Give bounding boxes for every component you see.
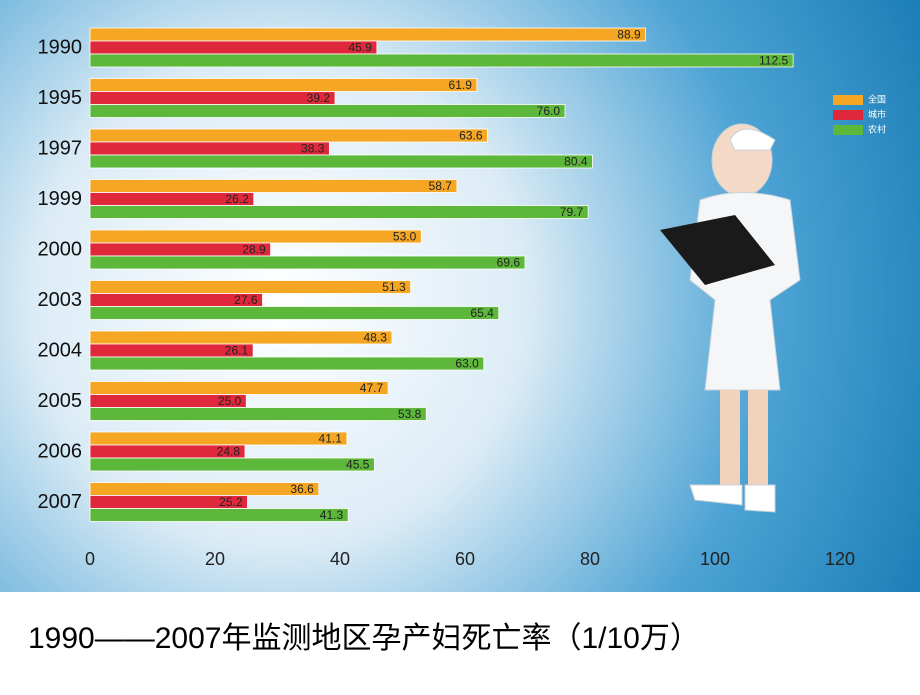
y-tick-label: 2004 (38, 340, 83, 362)
y-tick-label: 1990 (38, 37, 83, 59)
value-label: 63.6 (459, 129, 483, 143)
value-label: 76.0 (537, 104, 561, 118)
chart-title: 1990——2007年监测地区孕产妇死亡率（1/10万） (28, 622, 700, 655)
bar (89, 508, 349, 522)
bar (89, 457, 375, 472)
x-tick-label: 120 (825, 549, 855, 569)
y-tick-label: 2006 (38, 441, 83, 463)
value-label: 38.3 (301, 142, 325, 156)
value-label: 63.0 (455, 357, 479, 371)
bar (89, 27, 647, 42)
x-tick-label: 40 (330, 549, 350, 569)
value-label: 112.5 (759, 54, 788, 68)
value-label: 58.7 (429, 179, 453, 193)
bar (89, 104, 566, 118)
y-tick-label: 2003 (38, 289, 83, 311)
y-tick-label: 1999 (38, 188, 83, 210)
bar (89, 40, 378, 55)
bar (89, 179, 458, 193)
bar (89, 141, 330, 156)
value-label: 25.2 (219, 495, 243, 509)
bar (89, 431, 348, 446)
value-label: 41.1 (319, 432, 343, 446)
bar (89, 330, 393, 345)
value-label: 36.6 (290, 482, 314, 496)
value-label: 47.7 (360, 381, 384, 395)
value-label: 88.9 (617, 28, 641, 42)
y-tick-label: 2007 (38, 491, 83, 513)
value-label: 24.8 (217, 445, 241, 459)
bar (89, 128, 488, 143)
bar (89, 53, 794, 68)
legend-label: 城市 (868, 108, 886, 119)
legend-label: 农村 (868, 123, 886, 134)
caption-band (0, 592, 920, 690)
bar (89, 78, 478, 92)
bar (89, 356, 485, 371)
bar (89, 91, 336, 105)
y-tick-label: 2005 (38, 390, 83, 412)
value-label: 48.3 (364, 331, 388, 345)
bar (89, 229, 422, 244)
bar (89, 482, 320, 496)
x-tick-label: 80 (580, 549, 600, 569)
value-label: 61.9 (449, 78, 473, 92)
bar (89, 255, 526, 270)
y-tick-label: 1995 (38, 87, 83, 109)
value-label: 45.9 (349, 41, 373, 55)
value-label: 80.4 (564, 155, 588, 169)
legend-swatch (833, 95, 863, 105)
value-label: 65.4 (470, 306, 494, 320)
value-label: 26.2 (225, 192, 249, 206)
value-label: 51.3 (382, 280, 406, 294)
legend-swatch (833, 125, 863, 135)
bar (89, 407, 427, 421)
bar (89, 154, 593, 169)
value-label: 53.8 (398, 407, 422, 421)
value-label: 79.7 (560, 205, 584, 219)
x-tick-label: 60 (455, 549, 475, 569)
bar (89, 280, 412, 294)
value-label: 27.6 (234, 293, 258, 307)
x-tick-label: 0 (85, 549, 95, 569)
value-label: 26.1 (225, 344, 249, 358)
value-label: 39.2 (307, 91, 331, 105)
value-label: 45.5 (346, 458, 370, 472)
nurse-illustration (660, 123, 801, 513)
legend-label: 全国 (868, 93, 886, 104)
value-label: 53.0 (393, 230, 417, 244)
bar (89, 205, 589, 219)
legend-swatch (833, 110, 863, 120)
y-tick-label: 1997 (38, 138, 83, 160)
bar (89, 381, 389, 395)
bar (89, 306, 500, 320)
value-label: 41.3 (320, 508, 344, 522)
x-tick-label: 20 (205, 549, 225, 569)
value-label: 28.9 (242, 243, 266, 257)
value-label: 25.0 (218, 394, 242, 408)
value-label: 69.6 (497, 256, 521, 270)
y-tick-label: 2000 (38, 239, 83, 261)
x-tick-label: 100 (700, 549, 730, 569)
